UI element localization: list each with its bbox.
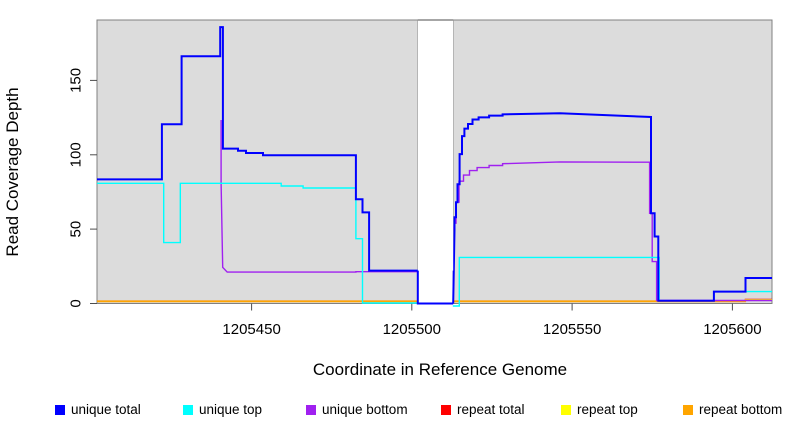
svg-text:unique top: unique top [199, 402, 262, 417]
svg-text:repeat total: repeat total [457, 402, 525, 417]
svg-text:repeat bottom: repeat bottom [699, 402, 782, 417]
svg-text:50: 50 [68, 221, 85, 238]
svg-text:1205600: 1205600 [703, 321, 761, 338]
svg-text:unique bottom: unique bottom [322, 402, 408, 417]
svg-text:150: 150 [68, 68, 85, 93]
svg-text:Read Coverage Depth: Read Coverage Depth [3, 87, 22, 256]
svg-text:unique total: unique total [71, 402, 141, 417]
svg-text:Coordinate in Reference Genome: Coordinate in Reference Genome [313, 360, 567, 379]
svg-text:repeat top: repeat top [577, 402, 638, 417]
svg-text:1205550: 1205550 [543, 321, 601, 338]
svg-text:1205500: 1205500 [383, 321, 441, 338]
svg-text:0: 0 [68, 299, 85, 307]
svg-text:1205450: 1205450 [222, 321, 280, 338]
svg-text:100: 100 [68, 142, 85, 167]
